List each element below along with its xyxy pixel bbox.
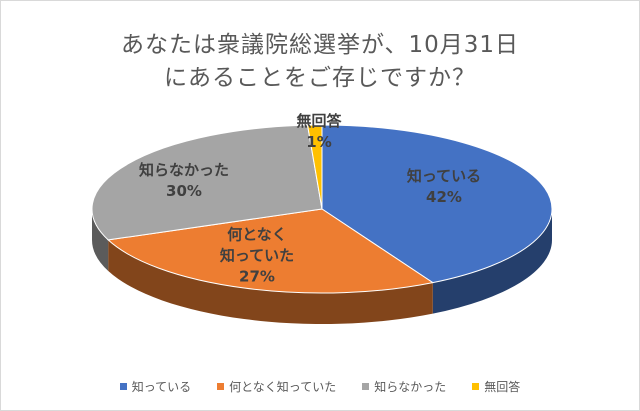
- data-labels: 知っている 42% 何となく知っていた 27% 知らなかった 30% 無回答 1%: [139, 112, 481, 286]
- legend-swatch-no-answer: [472, 383, 480, 390]
- legend-label-known: 知っている: [131, 380, 192, 394]
- pie-side-vaguely-known: [108, 239, 433, 325]
- data-label-value-not-known: 30%: [166, 182, 202, 200]
- data-label-value-no-answer: 1%: [306, 133, 331, 151]
- data-label-category-vaguely-known: 何となく: [227, 226, 287, 244]
- pie-slice-not-known: [91, 124, 323, 241]
- pie-slice-no-answer: [306, 124, 323, 210]
- legend-label-vaguely-known: 何となく知っていた: [229, 380, 337, 394]
- data-label-category-no-answer: 無回答: [296, 112, 342, 130]
- chart-title-line-1: あなたは衆議院総選挙が、10月31日: [120, 32, 520, 58]
- legend-item-vaguely-known: 何となく知っていた: [217, 378, 336, 395]
- chart-title-line-2: にあることをご存じですか？: [164, 65, 476, 91]
- data-label-value-vaguely-known: 27%: [239, 268, 275, 286]
- legend-item-known: 知っている: [119, 378, 192, 395]
- data-label-category-known: 知っている: [407, 167, 481, 185]
- data-label-value-known: 42%: [426, 188, 462, 206]
- pie-side-walls: [92, 209, 552, 325]
- legend-swatch-not-known: [362, 383, 370, 390]
- pie-slice-vaguely-known: [107, 208, 435, 294]
- legend-label-not-known: 知らなかった: [374, 380, 447, 394]
- data-label-category-vaguely-known: 知っていた: [220, 247, 294, 265]
- legend-item-no-answer: 無回答: [472, 378, 520, 395]
- legend-label-no-answer: 無回答: [484, 380, 521, 394]
- pie-slice-known: [321, 124, 553, 284]
- legend-swatch-known: [119, 383, 127, 390]
- data-label-category-not-known: 知らなかった: [139, 161, 229, 179]
- pie-side-known: [432, 209, 552, 314]
- pie-slices: [91, 124, 553, 294]
- legend-item-not-known: 知らなかった: [362, 378, 446, 395]
- legend: 知っている 何となく知っていた 知らなかった 無回答: [1, 378, 639, 395]
- pie-side-not-known: [92, 209, 109, 271]
- legend-swatch-vaguely-known: [217, 383, 225, 390]
